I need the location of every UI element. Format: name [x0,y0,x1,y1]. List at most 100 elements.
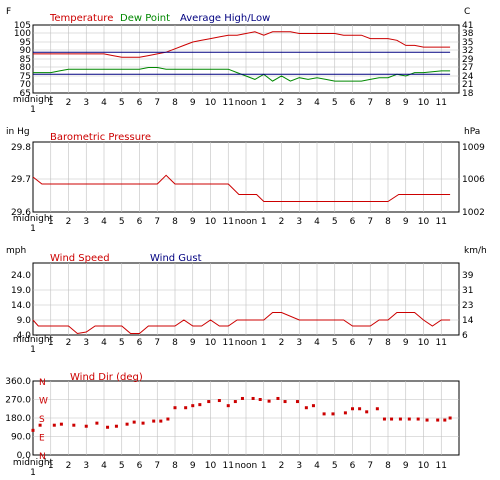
x-tick-label: 4 [101,338,107,348]
legend-entry: Wind Speed [50,253,110,264]
x-tick-label: 11 [436,338,447,348]
x-tick-label: 9 [190,217,196,227]
y-tick-label: 29.7 [11,175,31,185]
x-tick-label: 10 [418,461,430,471]
x-tick-label: 5 [332,98,338,108]
wind-dir-point [59,422,63,426]
compass-label: E [39,434,45,444]
wind-dir-point [207,400,211,404]
x-tick-label: 8 [172,338,178,348]
x-tick-label: midnight [13,335,54,345]
x-tick-label: 6 [137,338,143,348]
x-tick-label-sub: 1 [30,345,36,355]
x-tick-label: 7 [154,338,160,348]
y-tick-label: 90.0 [11,433,31,443]
wind-dir-point [31,428,35,432]
x-tick-label: 7 [367,217,373,227]
wind-dir-point [322,412,326,416]
x-tick-label: 6 [350,98,356,108]
y2-tick-label: 31 [462,286,473,296]
y2-tick-label: 1006 [462,175,485,185]
x-tick-label: 2 [279,338,285,348]
wind-dir-point [240,396,244,400]
x-tick-label: 5 [119,338,125,348]
x-tick-label: 10 [418,98,430,108]
right-unit-label: C [464,7,470,17]
right-unit-label: km/h [464,246,487,256]
wind-dir-point [217,399,221,403]
wind-dir-point [267,399,271,403]
wind-dir-point [398,417,402,421]
x-tick-label: 11 [436,461,447,471]
wind-dir-point [425,418,429,422]
x-tick-label: 11 [436,98,447,108]
x-tick-label: 3 [296,98,302,108]
x-tick-label: 3 [296,338,302,348]
y-tick-label: 80 [20,63,32,73]
wind-dir-point [251,396,255,400]
x-tick-label: 10 [205,461,217,471]
wind-dir-point [331,412,335,416]
x-tick-label-sub: 1 [30,468,36,478]
wind-dir-point [84,424,88,428]
x-tick-label: 9 [190,461,196,471]
x-tick-label: 9 [190,98,196,108]
wind-dir-point [351,407,354,411]
y2-tick-label: 24 [462,72,474,82]
y2-tick-label: 27 [462,63,473,73]
compass-label: S [39,415,45,425]
x-tick-label: 4 [101,217,107,227]
x-tick-label: 5 [119,98,125,108]
wind-dir-point [358,407,362,411]
x-tick-label: 10 [418,338,430,348]
wind-dir-point [443,418,447,422]
legend-entry: Dew Point [120,13,170,24]
wind-dir-point [38,423,42,427]
series-line-wind-speed [32,312,451,335]
wind-dir-point [132,420,136,424]
wind-dir-point [407,417,411,421]
x-tick-label: 8 [172,98,178,108]
x-tick-label: 5 [119,217,125,227]
x-tick-label: 3 [83,217,89,227]
legend-entry: Temperature [49,13,113,24]
x-tick-label: 1 [261,217,267,227]
x-tick-label: 11 [223,461,234,471]
y2-tick-label: 23 [462,301,473,311]
left-unit-label: F [6,7,11,17]
x-tick-label: 6 [350,338,356,348]
y-tick-label: 100 [14,29,31,39]
x-tick-label: 3 [296,461,302,471]
x-tick-label: 7 [154,98,160,108]
left-unit-label: mph [6,246,26,256]
x-tick-label: 2 [279,461,285,471]
y-tick-label: 4.0 [17,331,32,341]
chart-title: Wind Dir (deg) [70,372,143,383]
x-tick-label: 3 [83,338,89,348]
compass-label: W [39,397,48,407]
x-tick-label: 4 [314,98,320,108]
x-tick-label: 7 [367,98,373,108]
x-tick-label: 11 [223,338,234,348]
x-tick-label: 3 [296,217,302,227]
y2-tick-label: 21 [462,80,473,90]
x-tick-label: 8 [172,461,178,471]
wind-dir-point [72,423,76,427]
wind-dir-point [159,419,163,423]
x-tick-label: 9 [403,461,409,471]
wind-dir-point [226,404,230,408]
x-tick-label: 8 [385,461,391,471]
y2-tick-label: 29 [462,55,474,65]
x-tick-label: 3 [83,461,89,471]
x-tick-label: 5 [119,461,125,471]
x-tick-label: 1 [261,338,267,348]
series-line-temperature [33,31,451,58]
x-tick-label: 9 [190,338,196,348]
wind-dir-point [95,421,99,425]
x-tick-label: 8 [385,217,391,227]
y2-tick-label: 35 [462,38,473,48]
x-tick-label: 10 [205,338,217,348]
x-tick-label: 10 [418,217,430,227]
x-tick-label: 1 [48,461,54,471]
wind-dir-point [390,417,394,421]
